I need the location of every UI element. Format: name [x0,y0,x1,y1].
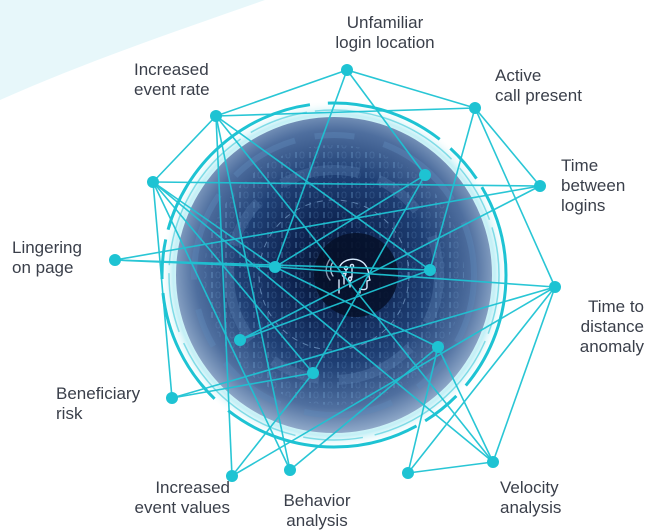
node-inner-4 [234,334,246,346]
node-inner-2 [269,261,281,273]
outer-ring-dashed [160,101,508,449]
node-increased-event-rate-b [147,176,159,188]
connection-lines [114,69,556,477]
node-lingering-on-page [109,254,121,266]
node-inner-3 [424,264,436,276]
label-time-between-logins: Time between logins [561,156,626,215]
node-inner-1 [419,169,431,181]
node-unfamiliar-login-location [341,64,353,76]
label-increased-event-values: Increased event values [134,478,230,517]
label-beneficiary-risk: Beneficiary risk [56,384,141,423]
label-unfamiliar-login-location: Unfamiliar login location [335,13,435,52]
nodes [109,64,561,482]
node-beneficiary-risk [166,392,178,404]
node-inner-5 [307,367,319,379]
node-increased-event-rate [210,110,222,122]
node-behavior-analysis [284,464,296,476]
node-velocity-analysis [487,456,499,468]
node-inner-6 [432,341,444,353]
node-time-to-distance-anomaly [549,281,561,293]
label-time-to-distance-anomaly: Time to distance anomaly [579,297,644,356]
label-lingering-on-page: Lingering on page [12,238,82,277]
outer-ring-thin [168,109,500,441]
node-time-between-logins [534,180,546,192]
label-behavior-analysis: Behavior analysis [283,491,351,530]
node-increased-event-values [226,470,238,482]
corner-decoration [0,0,265,100]
label-active-call-present: Active call present [495,66,582,105]
label-velocity-analysis: Velocity analysis [500,478,562,517]
inner-ring-1 [191,132,477,418]
node-velocity-analysis-b [402,467,414,479]
node-active-call-present [469,102,481,114]
inner-ring-2 [224,165,444,385]
label-increased-event-rate: Increased event rate [134,60,210,99]
